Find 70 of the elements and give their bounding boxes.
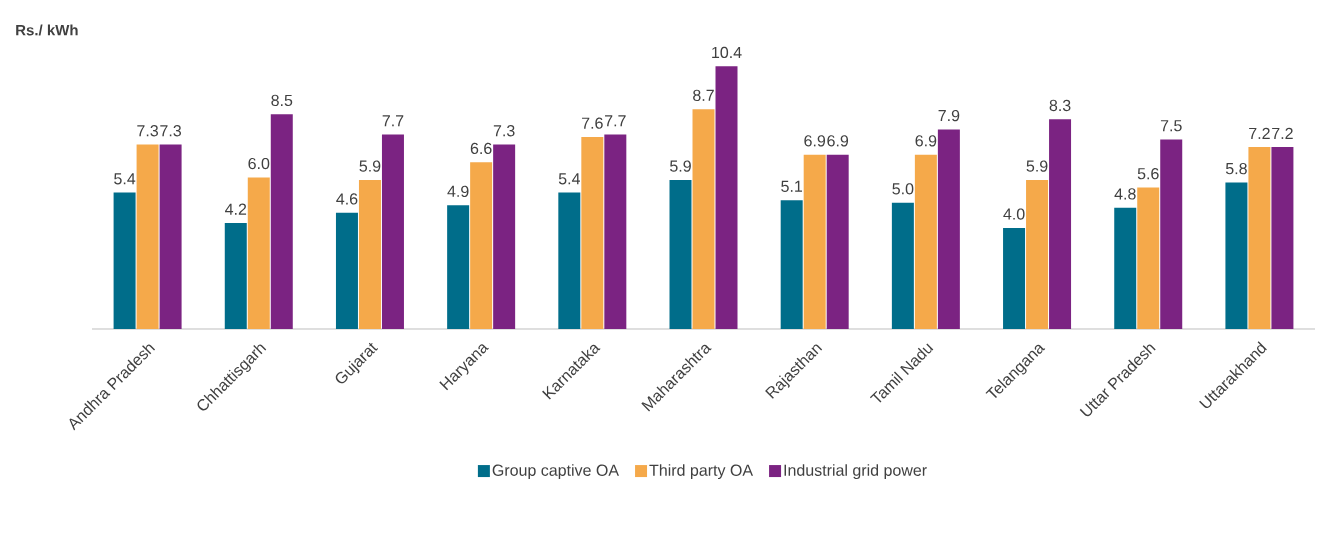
bar [470, 162, 493, 329]
data-label: 7.7 [605, 115, 626, 127]
bar [1026, 179, 1049, 329]
data-label: 5.8 [1225, 162, 1247, 175]
data-label: 4.9 [447, 185, 469, 198]
data-label: 5.9 [1026, 160, 1048, 172]
data-label: 5.4 [558, 173, 580, 185]
bar [604, 134, 627, 329]
data-label: 8.3 [1049, 99, 1071, 112]
legend-label: Industrial grid power [784, 464, 927, 480]
legend-label: Third party OA [649, 464, 754, 480]
bar [493, 144, 516, 329]
bar [113, 192, 136, 329]
bar [715, 66, 738, 329]
data-label: 7.7 [382, 115, 404, 127]
data-label: 5.6 [1137, 168, 1159, 180]
data-label: 4.6 [336, 193, 358, 205]
bar [780, 200, 803, 329]
data-label: 4.8 [1114, 188, 1136, 200]
data-label: 4.0 [1003, 208, 1025, 220]
data-label: 4.2 [225, 203, 247, 215]
bar [669, 179, 692, 329]
data-label: 6.9 [915, 135, 937, 147]
data-label: 7.6 [582, 117, 603, 129]
bar [335, 212, 358, 329]
bar [1248, 147, 1271, 329]
bar [159, 144, 182, 329]
bar [891, 202, 914, 329]
data-label: 7.2 [1249, 127, 1270, 139]
data-label: 6.9 [827, 135, 849, 147]
bar [1049, 119, 1072, 329]
bar [1271, 147, 1294, 329]
bar [914, 154, 937, 329]
data-label: 7.3 [493, 125, 515, 137]
bar [558, 192, 581, 329]
bar [270, 114, 293, 329]
data-label: 7.5 [1160, 120, 1182, 132]
y-axis-title: Rs./ kWh [16, 24, 78, 36]
data-label: 5.9 [670, 160, 691, 172]
bar [1160, 139, 1183, 329]
data-label: 5.1 [781, 180, 803, 192]
bar [447, 205, 470, 329]
data-label: 6.9 [804, 135, 826, 147]
data-label: 7.9 [938, 109, 960, 122]
legend-label: Group captive OA [492, 464, 619, 480]
bar [1003, 227, 1026, 329]
bar [247, 177, 270, 329]
bar [224, 222, 247, 329]
bar [136, 144, 159, 329]
bar [1137, 187, 1160, 329]
bar [581, 137, 604, 329]
bar [692, 109, 715, 329]
bar [1225, 182, 1248, 329]
data-label: 10.4 [712, 46, 742, 59]
bar [803, 154, 826, 329]
data-label: 7.2 [1272, 127, 1293, 139]
bar [1114, 207, 1137, 329]
bar [358, 179, 381, 329]
data-label: 5.4 [114, 173, 136, 185]
bar [381, 134, 404, 329]
data-label: 7.3 [160, 125, 182, 137]
data-label: 8.7 [693, 89, 714, 102]
data-label: 8.5 [271, 94, 293, 107]
bar [826, 154, 849, 329]
bar [937, 129, 960, 329]
data-label: 7.3 [137, 125, 159, 137]
data-label: 6.0 [248, 157, 270, 170]
data-label: 5.0 [892, 183, 914, 195]
data-label: 5.9 [359, 160, 381, 172]
data-label: 6.6 [470, 142, 492, 155]
